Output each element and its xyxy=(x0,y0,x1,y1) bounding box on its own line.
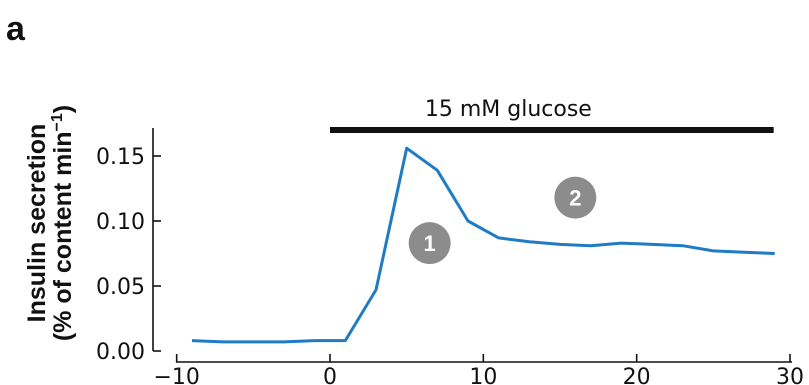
phase-marker-label: 1 xyxy=(424,231,436,256)
y-ticks: 0.00 0.05 0.10 0.15 xyxy=(96,145,161,365)
phase-marker-label: 2 xyxy=(569,186,581,211)
x-ticks: −10 0 10 20 30 xyxy=(153,354,804,385)
x-tick-label: 0 xyxy=(323,365,337,385)
insulin-secretion-points xyxy=(191,148,775,342)
phase-markers: 12 xyxy=(408,176,597,265)
x-tick-label: 20 xyxy=(623,365,651,385)
phase-marker-circle xyxy=(554,176,597,219)
y-axis-title-line2: (% of content min−1) xyxy=(49,105,77,341)
y-tick-label: 0.15 xyxy=(96,145,145,170)
y-axis-title-close: ) xyxy=(49,105,77,113)
phase-marker-circle xyxy=(408,222,451,265)
y-axis-title-exponent: −1 xyxy=(49,113,66,131)
panel-label: a xyxy=(6,10,26,48)
y-tick-label: 0.10 xyxy=(96,210,145,235)
y-axis-title-units: (% of content min xyxy=(49,131,77,341)
x-tick-label: 30 xyxy=(776,365,804,385)
insulin-secretion-line xyxy=(191,146,775,344)
y-axis-title: Insulin secretion (% of content min−1) xyxy=(23,105,77,341)
y-axis-title-line1: Insulin secretion xyxy=(23,124,51,323)
x-tick-label: −10 xyxy=(153,365,199,385)
x-tick-label: 10 xyxy=(469,365,497,385)
y-tick-label: 0.00 xyxy=(96,340,145,365)
glucose-stimulus-label: 15 mM glucose xyxy=(425,97,592,122)
y-tick-label: 0.05 xyxy=(96,275,145,300)
